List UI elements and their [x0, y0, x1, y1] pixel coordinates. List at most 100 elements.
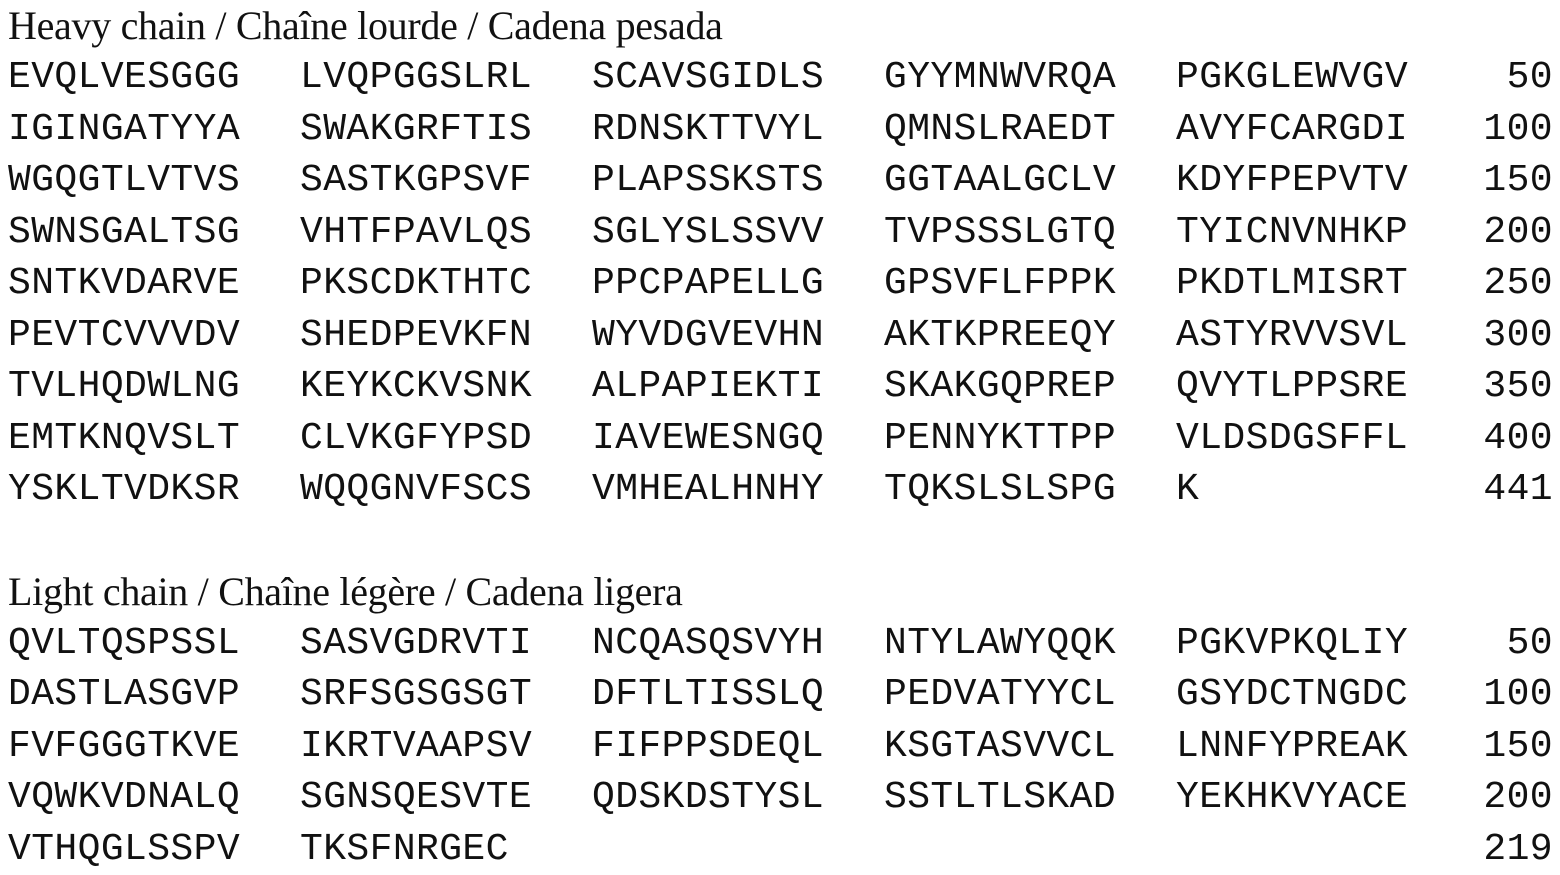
sequence-row: VQWKVDNALQ SGNSQESVTE QDSKDSTYSL SSTLTLS… — [8, 772, 1553, 824]
sequence-row: DASTLASGVP SRFSGSGSGT DFTLTISSLQ PEDVATY… — [8, 669, 1553, 721]
sequence-segment: FIFPPSDEQL — [592, 724, 825, 768]
sequence-segment: TVLHQDWLNG — [8, 365, 241, 408]
residue-number: 100 — [1483, 107, 1553, 151]
sequence-segment: EMTKNQVSLT — [8, 416, 241, 460]
sequence-segment: PGKGLEWVGV — [1176, 56, 1409, 99]
sequence-segment: PEDVATYYCL — [884, 673, 1117, 716]
light-chain-title: Light chain / Chaîne légère / Cadena lig… — [8, 568, 683, 614]
residue-number: 400 — [1483, 416, 1553, 460]
sequence-segment: ASTYRVVSVL — [1176, 313, 1409, 357]
sequence-segment: KDYFPEPVTV — [1176, 159, 1409, 202]
sequence-segment: VLDSDGSFFL — [1176, 416, 1409, 460]
sequence-segment: GYYMNWVRQA — [884, 56, 1117, 99]
sequence-segment: KEYKCKVSNK — [300, 365, 533, 408]
sequence-segment: SWNSGALTSG — [8, 210, 241, 254]
sequence-segment: FVFGGGTKVE — [8, 724, 241, 768]
sequence-segment: WQQGNVFSCS — [300, 468, 533, 511]
residue-number: 150 — [1483, 159, 1553, 202]
sequence-segment: K — [1176, 468, 1200, 511]
sequence-row: IGINGATYYA SWAKGRFTIS RDNSKTTVYL QMNSLRA… — [8, 104, 1553, 156]
sequence-segment: NCQASQSVYH — [592, 621, 825, 665]
sequence-row: QVLTQSPSSL SASVGDRVTI NCQASQSVYH NTYLAWY… — [8, 618, 1553, 670]
sequence-row: PEVTCVVVDV SHEDPEVKFN WYVDGVEVHN AKTKPRE… — [8, 310, 1553, 362]
sequence-segment: WYVDGVEVHN — [592, 313, 825, 357]
sequence-segment: SSTLTLSKAD — [884, 776, 1117, 819]
sequence-row: WGQGTLVTVS SASTKGPSVF PLAPSSKSTS GGTAALG… — [8, 155, 1553, 207]
sequence-segment: ALPAPIEKTI — [592, 365, 825, 408]
sequence-segment: SGLYSLSSVV — [592, 210, 825, 254]
sequence-segment: QVYTLPPSRE — [1176, 365, 1409, 408]
sequence-segment: CLVKGFYPSD — [300, 416, 533, 460]
sequence-segment: VTHQGLSSPV — [8, 827, 241, 871]
sequence-segment: YSKLTVDKSR — [8, 468, 241, 511]
residue-number: 50 — [1506, 621, 1553, 665]
sequence-segment: PENNYKTTPP — [884, 416, 1117, 460]
section-spacer — [8, 516, 1553, 566]
sequence-segment: PEVTCVVVDV — [8, 313, 241, 357]
residue-number: 300 — [1483, 313, 1553, 357]
heavy-chain-title: Heavy chain / Chaîne lourde / Cadena pes… — [8, 3, 723, 48]
sequence-segment: TVPSSSLGTQ — [884, 210, 1117, 254]
sequence-row: SNTKVDARVE PKSCDKTHTC PPCPAPELLG GPSVFLF… — [8, 258, 1553, 310]
sequence-segment: PGKVPKQLIY — [1176, 621, 1409, 665]
sequence-segment: RDNSKTTVYL — [592, 107, 825, 151]
sequence-segment: TQKSLSLSPG — [884, 468, 1117, 511]
sequence-row: TVLHQDWLNG KEYKCKVSNK ALPAPIEKTI SKAKGQP… — [8, 361, 1553, 413]
sequence-row: EMTKNQVSLT CLVKGFYPSD IAVEWESNGQ PENNYKT… — [8, 413, 1553, 465]
sequence-row: SWNSGALTSG VHTFPAVLQS SGLYSLSSVV TVPSSSL… — [8, 207, 1553, 259]
sequence-segment: LVQPGGSLRL — [300, 56, 533, 99]
sequence-segment: DFTLTISSLQ — [592, 673, 825, 716]
sequence-segment: SWAKGRFTIS — [300, 107, 533, 151]
sequence-segment: GPSVFLFPPK — [884, 262, 1117, 305]
sequence-segment: IGINGATYYA — [8, 107, 241, 151]
sequence-segment: KSGTASVVCL — [884, 724, 1117, 768]
sequence-segment: TKSFNRGEC — [300, 827, 509, 871]
sequence-segment: IAVEWESNGQ — [592, 416, 825, 460]
residue-number: 441 — [1483, 468, 1553, 511]
sequence-segment: LNNFYPREAK — [1176, 724, 1409, 768]
sequence-segment: SRFSGSGSGT — [300, 673, 533, 716]
light-chain-sequence: QVLTQSPSSL SASVGDRVTI NCQASQSVYH NTYLAWY… — [8, 618, 1553, 875]
sequence-segment: EVQLVESGGG — [8, 56, 241, 99]
sequence-row: VTHQGLSSPV TKSFNRGEC 219 — [8, 824, 1553, 875]
sequence-segment: VMHEALHNHY — [592, 468, 825, 511]
sequence-segment: NTYLAWYQQK — [884, 621, 1117, 665]
sequence-segment: PKSCDKTHTC — [300, 262, 533, 305]
sequence-segment: QDSKDSTYSL — [592, 776, 825, 819]
sequence-document: Heavy chain / Chaîne lourde / Cadena pes… — [8, 0, 1553, 875]
sequence-segment: PPCPAPELLG — [592, 262, 825, 305]
residue-number: 350 — [1483, 365, 1553, 408]
sequence-segment: SGNSQESVTE — [300, 776, 533, 819]
sequence-segment: GGTAALGCLV — [884, 159, 1117, 202]
sequence-row: YSKLTVDKSR WQQGNVFSCS VMHEALHNHY TQKSLSL… — [8, 464, 1553, 516]
sequence-segment: IKRTVAAPSV — [300, 724, 533, 768]
sequence-segment: SASVGDRVTI — [300, 621, 533, 665]
sequence-segment: VQWKVDNALQ — [8, 776, 241, 819]
sequence-segment: SCAVSGIDLS — [592, 56, 825, 99]
residue-number: 100 — [1483, 673, 1553, 716]
residue-number: 200 — [1483, 210, 1553, 254]
sequence-segment: WGQGTLVTVS — [8, 159, 241, 202]
sequence-segment: TYICNVNHKP — [1176, 210, 1409, 254]
residue-number: 150 — [1483, 724, 1553, 768]
sequence-segment: VHTFPAVLQS — [300, 210, 533, 254]
sequence-row: FVFGGGTKVE IKRTVAAPSV FIFPPSDEQL KSGTASV… — [8, 721, 1553, 773]
sequence-segment: YEKHKVYACE — [1176, 776, 1409, 819]
residue-number: 219 — [1483, 827, 1553, 871]
residue-number: 200 — [1483, 776, 1553, 819]
sequence-segment: QMNSLRAEDT — [884, 107, 1117, 151]
sequence-segment: SKAKGQPREP — [884, 365, 1117, 408]
sequence-segment: QVLTQSPSSL — [8, 621, 241, 665]
sequence-segment: SASTKGPSVF — [300, 159, 533, 202]
residue-number: 250 — [1483, 262, 1553, 305]
sequence-row: EVQLVESGGG LVQPGGSLRL SCAVSGIDLS GYYMNWV… — [8, 52, 1553, 104]
sequence-segment: SHEDPEVKFN — [300, 313, 533, 357]
sequence-segment: PLAPSSKSTS — [592, 159, 825, 202]
sequence-segment: AVYFCARGDI — [1176, 107, 1409, 151]
heavy-chain-sequence: EVQLVESGGG LVQPGGSLRL SCAVSGIDLS GYYMNWV… — [8, 52, 1553, 516]
sequence-segment: SNTKVDARVE — [8, 262, 241, 305]
sequence-segment: AKTKPREEQY — [884, 313, 1117, 357]
sequence-segment: PKDTLMISRT — [1176, 262, 1409, 305]
sequence-segment: DASTLASGVP — [8, 673, 241, 716]
sequence-segment: GSYDCTNGDC — [1176, 673, 1409, 716]
